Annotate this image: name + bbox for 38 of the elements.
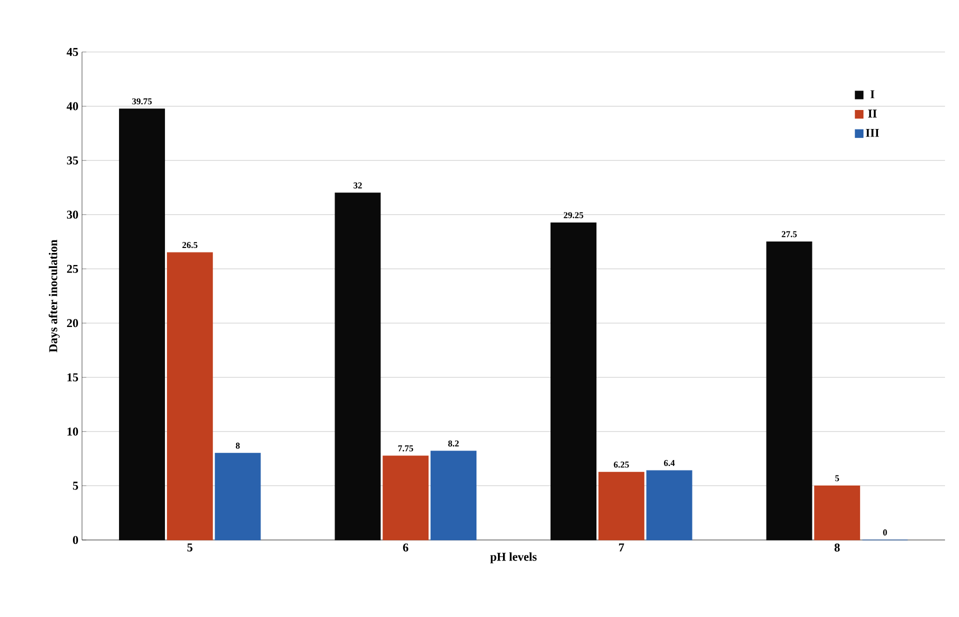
y-tick-label: 15 xyxy=(67,373,78,382)
bar xyxy=(598,472,644,540)
y-tick-label: 0 xyxy=(72,536,78,544)
x-axis-title: pH levels xyxy=(490,552,537,564)
data-label: 27.5 xyxy=(782,231,797,238)
bar xyxy=(814,485,860,540)
data-label: 29.25 xyxy=(564,212,584,218)
y-tick-label: 45 xyxy=(66,48,78,56)
legend-label: II xyxy=(868,110,877,118)
data-label: 32 xyxy=(354,182,362,188)
y-tick-label: 35 xyxy=(66,156,78,164)
bar xyxy=(646,470,692,540)
y-tick-label: 30 xyxy=(66,210,78,219)
legend-label: I xyxy=(870,90,874,98)
data-label: 6.25 xyxy=(614,462,629,468)
bar xyxy=(382,456,429,540)
y-tick-label: 25 xyxy=(67,264,78,273)
bar xyxy=(430,450,476,540)
y-tick-label: 5 xyxy=(72,482,78,490)
x-tick-label: 6 xyxy=(403,544,408,552)
bar xyxy=(214,452,261,540)
data-label: 8 xyxy=(236,442,240,449)
y-tick-label: 40 xyxy=(66,102,78,110)
data-label: 7.75 xyxy=(398,445,414,452)
data-label: 8.2 xyxy=(448,440,459,447)
data-label: 26.5 xyxy=(182,242,198,248)
y-tick-label: 20 xyxy=(67,319,78,328)
x-tick-label: 7 xyxy=(619,544,624,552)
data-label: 6.4 xyxy=(664,460,675,466)
y-tick-label: 10 xyxy=(67,428,78,436)
data-label: 39.75 xyxy=(132,98,152,104)
legend-label: III xyxy=(866,128,880,137)
x-tick-label: 8 xyxy=(834,544,840,552)
data-label: 0 xyxy=(883,529,887,536)
data-label: 5 xyxy=(835,475,840,482)
y-axis-title: Days after inoculation xyxy=(48,240,60,352)
x-tick-label: 5 xyxy=(187,544,192,552)
bar xyxy=(166,252,213,540)
